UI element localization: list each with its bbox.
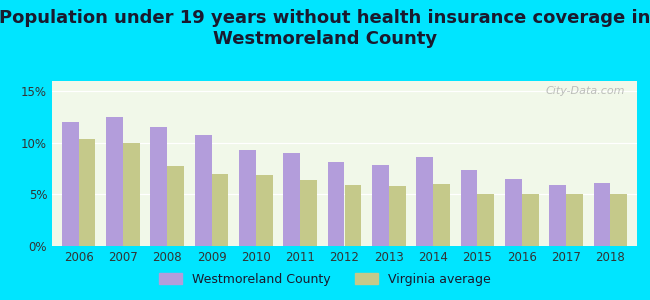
Bar <box>566 194 583 246</box>
Text: Population under 19 years without health insurance coverage in
Westmoreland Coun: Population under 19 years without health… <box>0 9 650 48</box>
Bar <box>433 184 450 246</box>
Bar <box>300 180 317 246</box>
Text: City-Data.com: City-Data.com <box>546 86 625 96</box>
Bar <box>256 175 273 246</box>
Bar <box>328 163 345 246</box>
Bar <box>549 185 566 246</box>
Bar <box>239 150 256 246</box>
Bar <box>79 139 96 246</box>
Bar <box>610 194 627 246</box>
Bar <box>167 166 184 246</box>
Bar <box>62 122 79 246</box>
Bar <box>416 157 433 246</box>
Bar <box>283 153 300 246</box>
Bar <box>522 194 539 246</box>
Bar <box>593 183 610 246</box>
Bar <box>150 128 167 246</box>
Bar <box>344 185 361 246</box>
Bar <box>211 174 228 246</box>
Bar <box>195 135 211 246</box>
Bar <box>505 179 522 246</box>
Bar <box>106 117 123 246</box>
Bar <box>478 194 494 246</box>
Bar <box>389 186 406 246</box>
Bar <box>123 143 140 246</box>
Bar <box>461 170 478 246</box>
Legend: Westmoreland County, Virginia average: Westmoreland County, Virginia average <box>154 268 496 291</box>
Bar <box>372 164 389 246</box>
